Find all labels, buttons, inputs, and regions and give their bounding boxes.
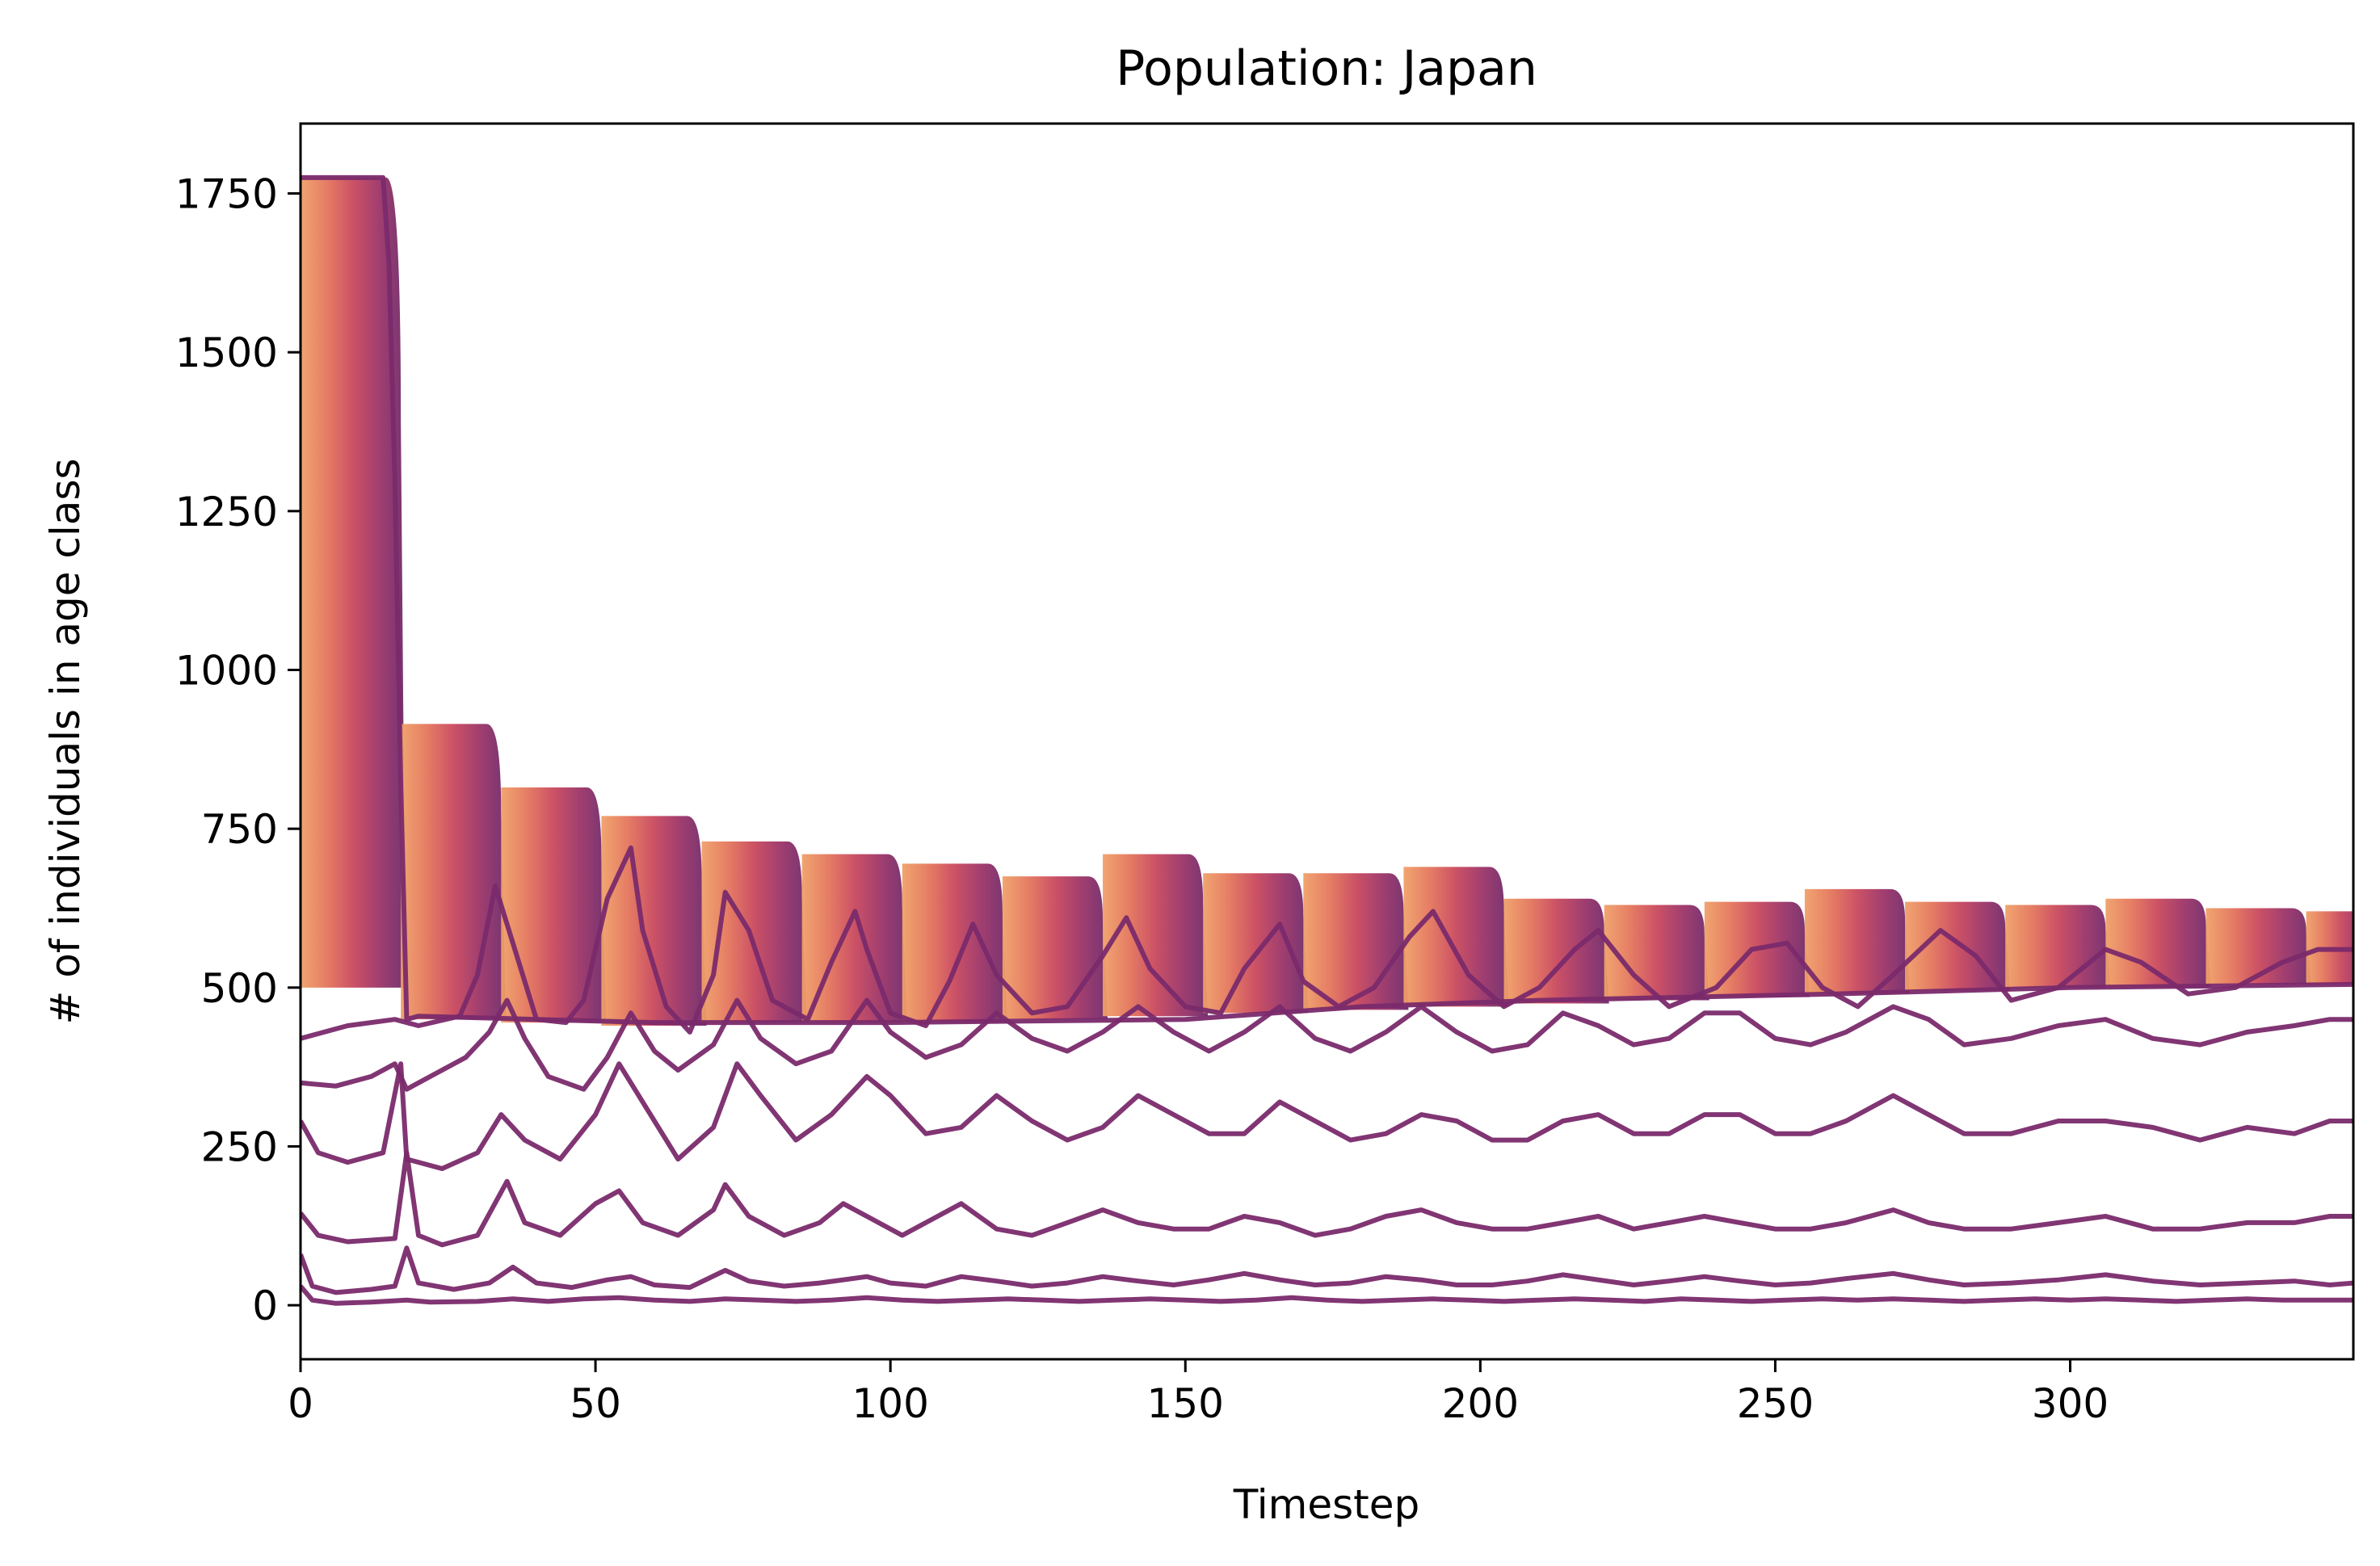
- age-band-18: [2105, 898, 2211, 988]
- age-band-4: [701, 841, 807, 1023]
- y-tick-label: 250: [201, 1123, 278, 1170]
- age-band-17: [2005, 905, 2111, 988]
- x-tick-label: 0: [288, 1380, 313, 1427]
- age-band-13: [1604, 905, 1709, 1001]
- y-tick-label: 1250: [175, 489, 278, 535]
- y-tick-label: 500: [201, 965, 278, 1012]
- x-tick-label: 300: [2032, 1380, 2109, 1427]
- series-line-1: [301, 845, 2353, 1041]
- age-band-1: [401, 724, 507, 1020]
- x-axis: 0 50 100 150 200 250 300: [288, 1359, 2109, 1427]
- y-axis-label: # of individuals in age class: [42, 458, 89, 1024]
- y-tick-label: 1000: [175, 648, 278, 695]
- chart-title: Population: Japan: [1116, 40, 1537, 97]
- age-band-9: [1203, 873, 1309, 1014]
- age-band-10: [1303, 873, 1409, 1010]
- age-class-bands: [301, 177, 2353, 1027]
- age-band-6: [902, 863, 1007, 1023]
- series-line-2: [301, 997, 2353, 1092]
- age-band-0: [301, 177, 406, 988]
- age-band-11: [1403, 867, 1509, 1007]
- x-tick-label: 50: [570, 1380, 621, 1427]
- age-band-3: [601, 816, 707, 1027]
- x-axis-label: Timestep: [1233, 1481, 1420, 1528]
- x-tick-label: 200: [1442, 1380, 1519, 1427]
- x-tick-label: 150: [1147, 1380, 1224, 1427]
- y-tick-label: 0: [252, 1283, 278, 1329]
- y-tick-label: 750: [201, 806, 278, 853]
- age-band-15: [1804, 888, 1911, 994]
- x-tick-label: 250: [1737, 1380, 1814, 1427]
- series-line-6: [301, 1284, 2353, 1306]
- series-line-4: [301, 1150, 2353, 1248]
- age-class-lines: [301, 174, 2353, 1306]
- age-band-19: [2205, 908, 2311, 985]
- plot-frame: [299, 122, 2355, 1361]
- x-tick-label: 100: [852, 1380, 928, 1427]
- y-tick-label: 1750: [175, 171, 278, 218]
- age-band-2: [501, 787, 607, 1023]
- y-axis: 0 250 500 750 1000 1250 1500 1750: [175, 171, 301, 1329]
- age-band-12: [1503, 898, 1609, 1004]
- age-band-8: [1103, 854, 1209, 1017]
- series-line-3: [301, 1061, 2353, 1171]
- series-line-5: [301, 1245, 2353, 1295]
- y-tick-label: 1500: [175, 330, 278, 376]
